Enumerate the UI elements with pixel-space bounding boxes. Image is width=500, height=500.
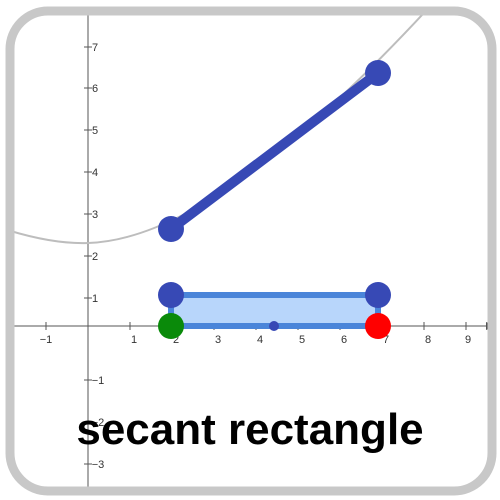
caption-title: secant rectangle bbox=[76, 405, 423, 454]
rectangle-top-right-point[interactable] bbox=[365, 282, 391, 308]
x-tick-label: −1 bbox=[40, 334, 53, 346]
x-tick-label: 9 bbox=[465, 334, 471, 346]
canvas-background bbox=[10, 11, 492, 491]
x-tick-label: 2 bbox=[173, 334, 179, 346]
y-tick-label: 6 bbox=[92, 83, 98, 95]
x-tick-label: 6 bbox=[341, 334, 347, 346]
x-tick-label: 8 bbox=[425, 334, 431, 346]
y-tick-label: −2 bbox=[92, 417, 105, 429]
x-tick-label: 7 bbox=[383, 334, 389, 346]
y-tick-label: 4 bbox=[92, 167, 98, 179]
x-tick-label: 1 bbox=[131, 334, 137, 346]
secant-right-point[interactable] bbox=[365, 60, 391, 86]
right-endpoint-point[interactable] bbox=[365, 313, 391, 339]
applet-frame-border bbox=[5, 6, 497, 496]
secant-left-point[interactable] bbox=[158, 216, 184, 242]
left-endpoint-point[interactable] bbox=[158, 313, 184, 339]
y-tick-label: −3 bbox=[92, 459, 105, 471]
x-tick-label: 4 bbox=[257, 334, 263, 346]
y-tick-label: 7 bbox=[92, 42, 98, 54]
y-tick-label: 3 bbox=[92, 209, 98, 221]
y-tick-marks bbox=[84, 46, 92, 465]
x-tick-label: 5 bbox=[299, 334, 305, 346]
y-tick-label: 5 bbox=[92, 125, 98, 137]
rectangle-top-left-point[interactable] bbox=[158, 282, 184, 308]
y-tick-label: 2 bbox=[92, 251, 98, 263]
midpoint-point[interactable] bbox=[269, 321, 279, 331]
y-tick-label: −1 bbox=[92, 375, 105, 387]
secant-line[interactable] bbox=[166, 68, 383, 234]
y-tick-label: 1 bbox=[92, 293, 98, 305]
x-tick-label: 3 bbox=[215, 334, 221, 346]
